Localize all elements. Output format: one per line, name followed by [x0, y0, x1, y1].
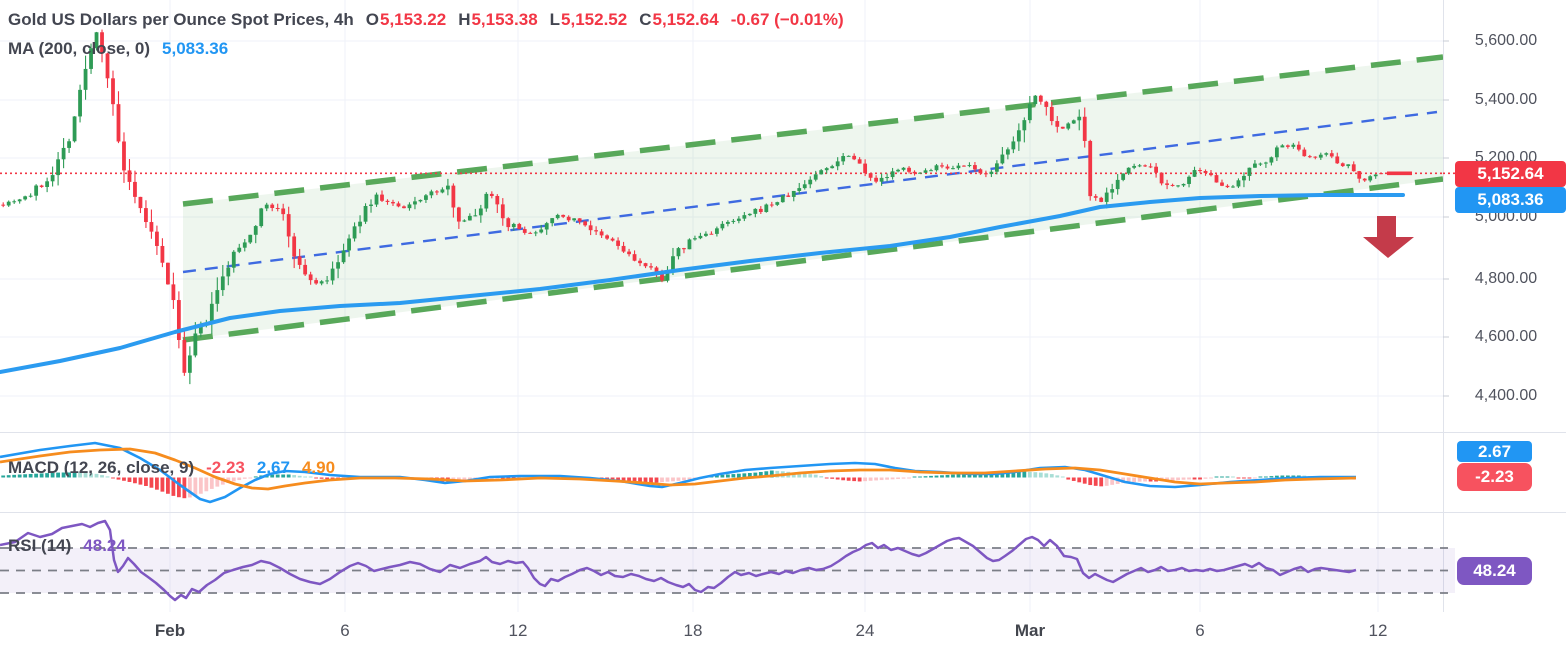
macd-line [0, 441, 1356, 504]
ma-price-badge: 5,083.36 [1455, 187, 1566, 213]
rsi-badge: 48.24 [1457, 557, 1532, 585]
rsi-legend[interactable]: RSI (14) 48.24 [8, 536, 126, 556]
price-axis-label: 4,800.00 [1474, 270, 1538, 287]
rsi-legend-value: 48.24 [83, 536, 126, 555]
macd-signal-value: 4.90 [301, 458, 336, 477]
ma-legend-value: 5,083.36 [162, 39, 229, 58]
ma-legend[interactable]: MA (200, close, 0) 5,083.36 [8, 39, 228, 59]
channel-upper-line [182, 54, 1444, 207]
ma200-line [0, 193, 1405, 374]
price-axis-label: 5,600.00 [1474, 32, 1538, 49]
macd-line-badge: 2.67 [1457, 441, 1532, 462]
ma-legend-name: MA (200, close, 0) [8, 39, 151, 58]
time-axis-label: 6 [1195, 621, 1205, 640]
time-axis-label: 18 [683, 621, 703, 640]
symbol-title: Gold US Dollars per Ounce Spot Prices, 4… [8, 10, 354, 29]
macd-signal-line [0, 447, 1357, 491]
time-axis-label: 24 [855, 621, 875, 640]
macd-legend-name: MACD (12, 26, close, 9) [8, 458, 195, 477]
ohlc-high: H 5,153.38 [458, 10, 538, 29]
price-change: -0.67 (−0.01%) [730, 10, 844, 29]
channel-mid-line [182, 110, 1438, 274]
trend-channel-fill [183, 57, 1443, 340]
rsi-legend-name: RSI (14) [8, 536, 72, 555]
rsi-line [0, 519, 1357, 602]
time-axis-label: 6 [340, 621, 350, 640]
ohlc-close: C 5,152.64 [639, 10, 719, 29]
price-axis-label: 4,400.00 [1474, 387, 1538, 404]
time-axis-label: 12 [508, 621, 528, 640]
price-axis-label: 5,400.00 [1474, 91, 1538, 108]
ohlc-open: O 5,153.22 [365, 10, 447, 29]
time-axis-label: 12 [1368, 621, 1388, 640]
last-price-badge: 5,152.64 [1455, 161, 1566, 187]
symbol-legend[interactable]: Gold US Dollars per Ounce Spot Prices, 4… [8, 10, 844, 30]
macd-legend[interactable]: MACD (12, 26, close, 9) -2.23 2.67 4.90 [8, 458, 335, 478]
channel-lower-line [182, 176, 1444, 343]
macd-hist-badge: -2.23 [1457, 463, 1532, 491]
time-axis-label: Feb [154, 621, 186, 640]
time-axis-label: Mar [1014, 621, 1046, 640]
macd-hist-value: -2.23 [206, 458, 245, 477]
ohlc-low: L 5,152.52 [549, 10, 628, 29]
price-axis-label: 4,600.00 [1474, 328, 1538, 345]
down-arrow-icon [1363, 216, 1414, 258]
macd-line-value: 2.67 [256, 458, 290, 477]
